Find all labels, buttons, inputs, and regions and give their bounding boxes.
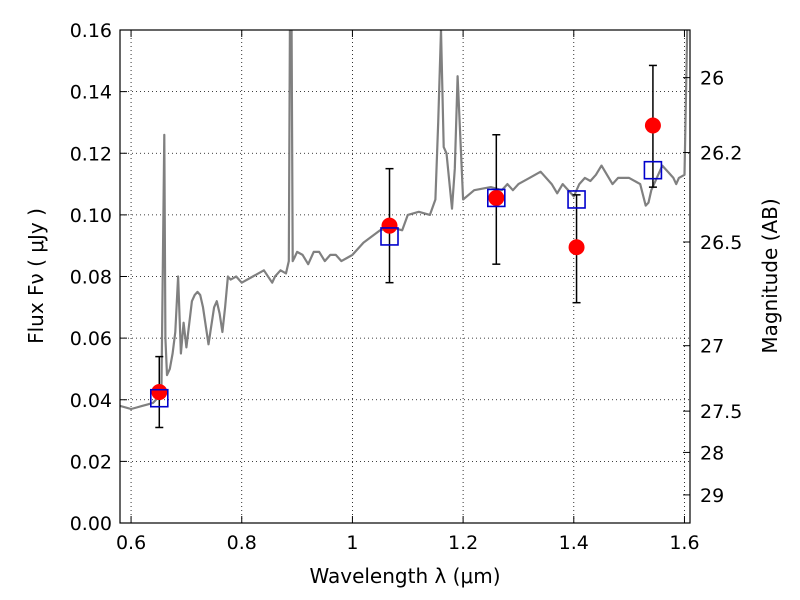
template-spectrum-line — [120, 30, 689, 411]
magnitude-tick-label: 26.2 — [700, 143, 742, 165]
series-layer — [120, 30, 689, 429]
y-tick-label: 0.02 — [70, 451, 112, 473]
magnitude-tick-label: 26.5 — [700, 232, 742, 254]
observed-point — [151, 384, 168, 401]
x-tick-label: 1.4 — [559, 532, 589, 554]
y-tick-label: 0.16 — [70, 20, 112, 42]
model-photometry-point — [487, 188, 506, 208]
observed-point — [644, 117, 661, 134]
x-tick-label: 1.2 — [448, 532, 478, 554]
y-tick-label: 0.14 — [70, 82, 112, 104]
y-tick-label: 0.08 — [70, 267, 112, 289]
magnitude-tick-label: 27.5 — [700, 401, 742, 423]
magnitude-tick-labels: 26 26.2 26.5 27 27.5 28 29 — [700, 68, 742, 507]
magnitude-tick-label: 29 — [700, 485, 724, 507]
magnitude-tick-label: 27 — [700, 336, 724, 358]
model-photometry-point — [149, 388, 169, 408]
model-photometry-point — [643, 160, 663, 180]
magnitude-tick-label: 26 — [700, 68, 724, 90]
model-photometry-point — [380, 227, 399, 246]
observed-point — [568, 239, 585, 256]
y-tick-label: 0.06 — [70, 328, 112, 350]
magnitude-axis-label: Magnitude (AB) — [758, 198, 782, 353]
ticks — [120, 29, 690, 524]
y-tick-label: 0.04 — [70, 390, 112, 412]
x-axis-label: Wavelength λ (μm) — [309, 564, 500, 588]
x-tick-label: 1.6 — [669, 532, 699, 554]
y-axis-label: Flux Fν ( μJy ) — [24, 208, 48, 344]
y-tick-label: 0.00 — [70, 513, 112, 535]
y-tick-label: 0.10 — [70, 205, 112, 227]
model-photometry-point — [567, 190, 586, 209]
x-tick-label: 1 — [346, 532, 358, 554]
x-tick-label: 0.8 — [227, 532, 257, 554]
plot-area — [120, 30, 689, 429]
x-tick-labels: 0.6 0.8 1 1.2 1.4 1.6 — [116, 532, 700, 554]
magnitude-tick-label: 28 — [700, 442, 724, 464]
x-tick-label: 0.6 — [116, 532, 146, 554]
y-tick-label: 0.12 — [70, 143, 112, 165]
observed-point — [488, 189, 505, 206]
y-tick-labels: 0.00 0.02 0.04 0.06 0.08 0.10 0.12 0.14 0.16 — [70, 20, 112, 535]
observed-point — [381, 217, 398, 234]
